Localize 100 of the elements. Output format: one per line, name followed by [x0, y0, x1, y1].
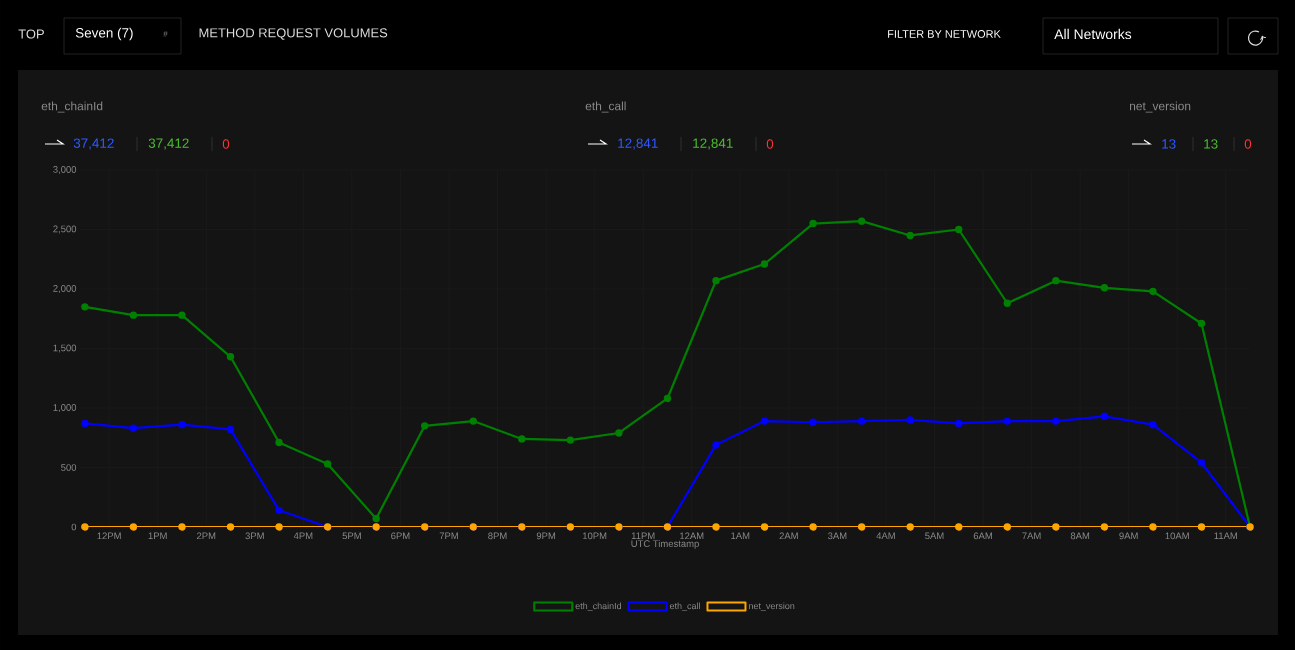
x-tick-label: 5AM	[925, 532, 944, 540]
x-tick-label: 1PM	[148, 532, 167, 540]
legend-label: eth_call	[669, 602, 700, 611]
x-tick-label: 4AM	[876, 532, 895, 540]
text: eth_chainId	[41, 101, 103, 113]
chart-title: METHOD REQUEST VOLUMES	[199, 28, 388, 40]
point	[1100, 284, 1109, 292]
text: All Networks	[1054, 28, 1132, 40]
point	[809, 523, 817, 531]
point	[1197, 523, 1206, 531]
point	[1149, 287, 1157, 296]
point	[566, 436, 575, 444]
x-tick-label: 8AM	[1070, 532, 1090, 540]
x-tick-label: 12AM	[680, 532, 704, 540]
legend-label: eth_chainId	[575, 602, 621, 611]
point	[955, 523, 963, 531]
text: 0	[1244, 139, 1252, 149]
point	[81, 523, 89, 531]
point	[955, 419, 963, 428]
x-tick-label: 6PM	[391, 532, 410, 540]
point	[129, 424, 138, 432]
text: FILTER BY NETWORK	[888, 30, 1001, 38]
point	[760, 260, 769, 268]
point	[760, 523, 769, 531]
y-tick-label: 0	[71, 523, 77, 531]
legend-label: net_version	[749, 602, 795, 611]
x-tick-label: 2AM	[779, 532, 798, 540]
x-tick-label: 10AM	[1165, 532, 1189, 540]
x-axis-title: UTC Timestamp	[631, 540, 699, 549]
x-tick-label: 11PM	[631, 532, 655, 540]
x-tick-label: 7PM	[439, 532, 458, 540]
point	[906, 523, 914, 531]
x-tick-label: 9PM	[536, 532, 556, 540]
y-tick-label: 3,000	[53, 166, 77, 174]
text: 13	[1162, 139, 1176, 149]
text: Seven (7)	[75, 27, 133, 41]
text: 12,841	[618, 138, 658, 150]
y-tick-label: 1,000	[53, 404, 77, 412]
text: eth_call	[585, 101, 626, 113]
point	[421, 422, 429, 430]
x-tick-label: 3AM	[828, 532, 847, 540]
point	[1003, 417, 1011, 425]
point	[178, 311, 186, 319]
x-tick-label: 4PM	[293, 532, 313, 540]
text: 12,841	[693, 138, 733, 150]
point	[275, 523, 283, 531]
y-tick-label: 2,500	[53, 225, 77, 234]
x-tick-label: 1AM	[731, 532, 750, 540]
point	[857, 523, 866, 531]
x-tick-label: 12PM	[97, 532, 121, 540]
point	[1052, 523, 1060, 531]
text: 37,412	[73, 138, 114, 150]
point	[1003, 299, 1011, 307]
point	[663, 394, 672, 403]
point	[760, 417, 769, 425]
text: 37,412	[148, 138, 189, 150]
x-tick-label: 11AM	[1214, 532, 1237, 540]
point	[1003, 523, 1011, 531]
point	[129, 523, 138, 531]
text: 0	[222, 139, 230, 149]
point	[1052, 417, 1060, 425]
point	[857, 217, 866, 225]
y-tick-label: 2,000	[53, 285, 77, 293]
point	[518, 435, 526, 443]
point	[712, 523, 720, 531]
x-tick-label: 10PM	[582, 532, 607, 540]
point	[1197, 459, 1206, 467]
x-tick-label: 5PM	[342, 532, 361, 540]
point	[809, 418, 817, 426]
point	[906, 231, 914, 240]
point	[275, 506, 283, 515]
point	[1100, 523, 1109, 531]
point	[226, 425, 235, 434]
point	[1052, 276, 1060, 285]
x-tick-label: 8PM	[488, 532, 507, 540]
point	[906, 416, 914, 424]
point	[226, 353, 235, 361]
point	[178, 523, 186, 531]
y-tick-label: 1,500	[53, 344, 77, 353]
point	[1100, 412, 1109, 421]
point	[712, 276, 720, 285]
point	[129, 311, 138, 319]
point	[1149, 523, 1157, 531]
x-tick-label: 6AM	[973, 532, 992, 540]
x-tick-label: 3PM	[245, 532, 264, 540]
point	[712, 441, 720, 449]
point	[469, 417, 477, 425]
point	[1197, 319, 1206, 328]
point	[955, 225, 963, 234]
point	[809, 219, 817, 228]
point	[81, 419, 89, 428]
point	[857, 417, 866, 425]
x-tick-label: 2PM	[196, 532, 216, 540]
point	[615, 429, 623, 437]
text: TOP	[18, 29, 44, 39]
text: 13	[1204, 139, 1218, 149]
text: net_version	[1130, 101, 1191, 113]
point	[372, 514, 380, 523]
x-tick-label: 9AM	[1119, 532, 1138, 540]
x-tick-label: 7AM	[1022, 532, 1041, 540]
